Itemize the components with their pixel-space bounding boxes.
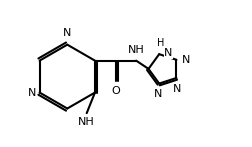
Text: NH: NH bbox=[78, 117, 95, 127]
Text: H: H bbox=[156, 38, 164, 48]
Text: NH: NH bbox=[128, 45, 144, 55]
Text: N: N bbox=[173, 84, 182, 94]
Text: N: N bbox=[181, 55, 190, 65]
Text: O: O bbox=[111, 86, 120, 96]
Text: N: N bbox=[63, 28, 72, 38]
Text: N: N bbox=[164, 48, 173, 58]
Text: N: N bbox=[27, 88, 36, 98]
Text: N: N bbox=[154, 89, 162, 99]
